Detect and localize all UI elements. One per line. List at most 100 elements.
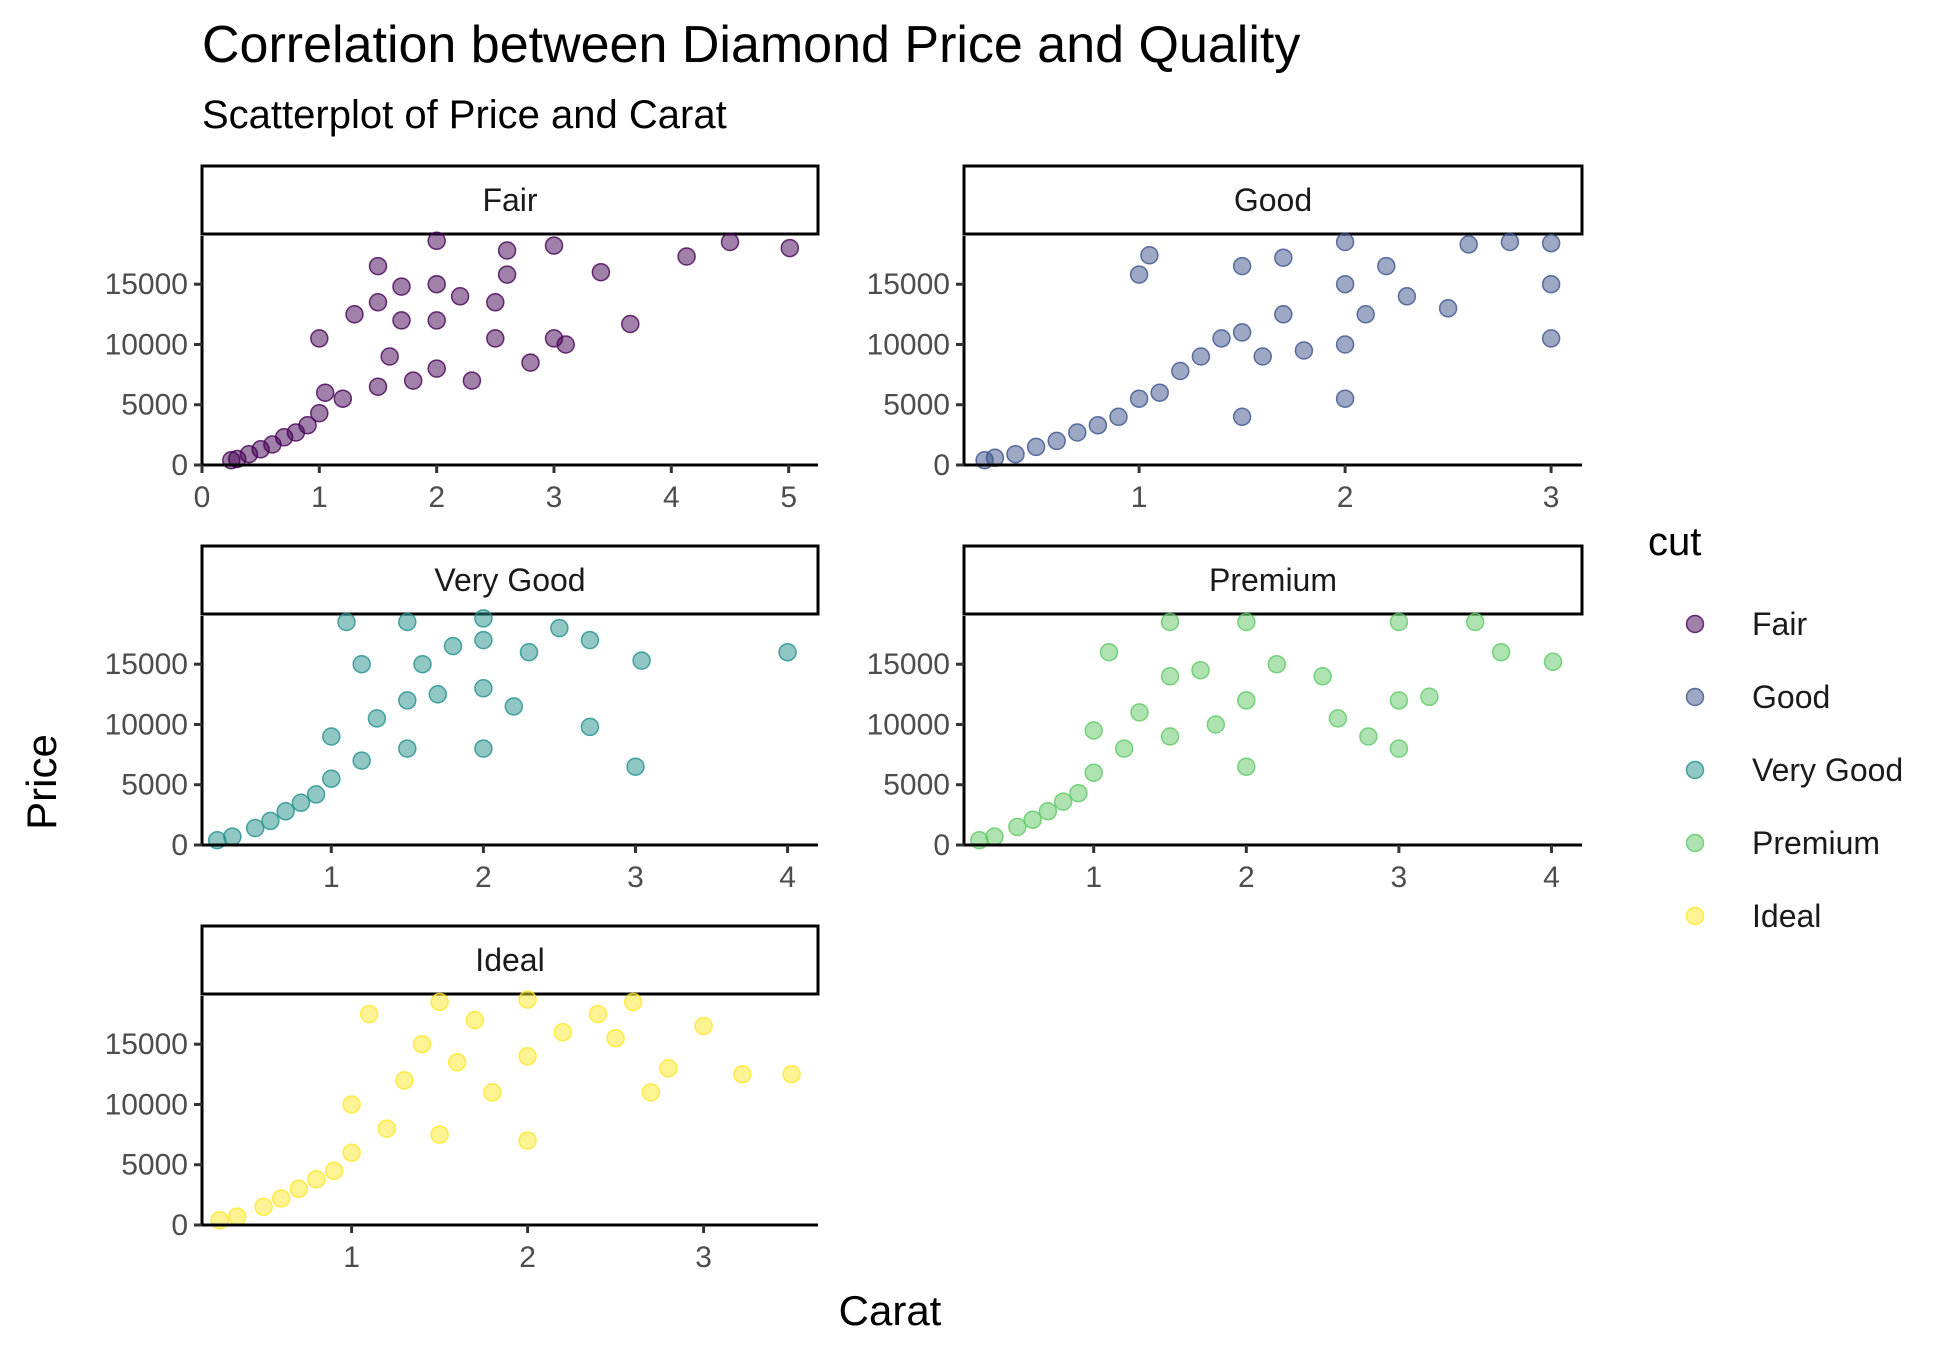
x-tick-label: 0 (194, 481, 211, 514)
y-tick-label: 5000 (121, 389, 188, 422)
data-point (1359, 727, 1378, 746)
facet-panel-fair: Fair 0 5000 10000 15000 0 1 2 3 4 5 (105, 164, 820, 514)
data-point (1389, 739, 1409, 758)
x-tick-label: 3 (546, 481, 563, 514)
data-point (359, 1004, 379, 1024)
data-point (261, 811, 280, 831)
data-point (223, 827, 242, 846)
data-point (782, 1065, 801, 1084)
data-point (271, 1189, 291, 1208)
data-point (1160, 727, 1180, 746)
data-point (474, 679, 493, 698)
data-point (392, 311, 411, 330)
data-point (659, 1059, 678, 1078)
data-point (632, 651, 651, 670)
data-point (342, 1143, 361, 1162)
data-point (1335, 389, 1355, 408)
facet-strip-very-good (200, 544, 820, 616)
y-tick-label: 15000 (105, 1028, 188, 1061)
data-point (1389, 691, 1409, 710)
data-point (345, 305, 364, 324)
data-point (1109, 407, 1128, 427)
legend: cut Fair Good Very Good Premium Ideal (1648, 520, 1903, 934)
data-point (556, 335, 575, 354)
x-tick-label: 2 (519, 1241, 536, 1274)
x-tick-label: 3 (695, 1241, 712, 1274)
y-tick-label: 0 (171, 829, 188, 862)
legend-entry-fair: Fair (1685, 606, 1807, 642)
data-point (521, 353, 540, 372)
x-tick-label: 1 (323, 861, 340, 894)
data-point (1171, 361, 1190, 381)
data-point (1500, 232, 1520, 252)
data-point (398, 612, 417, 632)
data-point (626, 757, 645, 776)
x-tick-label: 1 (343, 1241, 360, 1274)
facet-panel-very-good: Very Good 0 5000 10000 15000 1 2 3 4 (105, 544, 820, 894)
data-point (403, 371, 423, 390)
y-axis-title: Price (18, 734, 65, 830)
data-point (427, 231, 446, 251)
legend-entry-premium: Premium (1685, 825, 1880, 861)
data-point (310, 403, 329, 423)
facet-strip-label: Ideal (475, 942, 544, 978)
data-point (1038, 802, 1058, 821)
y-tick-label: 10000 (105, 1088, 188, 1121)
data-point (1053, 792, 1073, 811)
data-point (1313, 667, 1332, 686)
data-point (1377, 256, 1396, 276)
x-tick-label: 3 (1543, 481, 1560, 514)
data-point (289, 1179, 309, 1199)
data-point (677, 247, 696, 266)
data-point (1253, 347, 1272, 366)
data-point (412, 1034, 432, 1054)
data-point (1543, 652, 1563, 672)
y-tick-label: 5000 (883, 769, 950, 802)
data-point (641, 1083, 661, 1102)
points-fair (222, 231, 800, 470)
legend-label: Ideal (1752, 898, 1821, 934)
data-point (1274, 248, 1293, 267)
data-point (1237, 757, 1256, 776)
data-point (443, 636, 463, 656)
data-point (606, 1028, 625, 1048)
data-point (1129, 265, 1149, 284)
x-tick-label: 4 (663, 481, 680, 514)
facet-strip-ideal (200, 924, 820, 996)
data-point (291, 793, 311, 813)
legend-title: cut (1648, 520, 1701, 564)
data-point (306, 785, 326, 804)
data-point (342, 1095, 361, 1114)
y-tick-label: 10000 (867, 328, 950, 361)
y-tick-label: 10000 (105, 708, 188, 741)
x-tick-label: 4 (779, 861, 796, 894)
data-point (392, 277, 411, 296)
data-point (276, 802, 295, 821)
data-point (298, 415, 317, 435)
data-point (1191, 660, 1210, 680)
y-tick-label: 15000 (867, 648, 950, 681)
points-ideal (210, 990, 801, 1230)
data-point (1356, 305, 1375, 324)
facet-strip-label: Good (1234, 182, 1312, 218)
data-point (1335, 335, 1355, 354)
data-point (310, 329, 329, 348)
data-point (307, 1169, 326, 1189)
data-point (623, 992, 643, 1012)
data-point (1397, 287, 1417, 306)
y-tick-label: 0 (933, 449, 950, 482)
points-good (975, 232, 1561, 470)
y-tick-label: 15000 (105, 268, 188, 301)
data-point (1237, 612, 1256, 632)
data-point (1438, 299, 1458, 318)
data-point (1232, 323, 1252, 342)
data-point (580, 630, 600, 650)
facet-panel-ideal: Ideal 0 5000 10000 15000 1 2 3 (105, 924, 820, 1274)
data-point (1541, 233, 1561, 253)
data-point (580, 717, 600, 737)
data-point (430, 992, 449, 1012)
data-point (518, 1047, 537, 1066)
data-point (1459, 235, 1478, 254)
facet-strip-label: Fair (482, 182, 537, 218)
